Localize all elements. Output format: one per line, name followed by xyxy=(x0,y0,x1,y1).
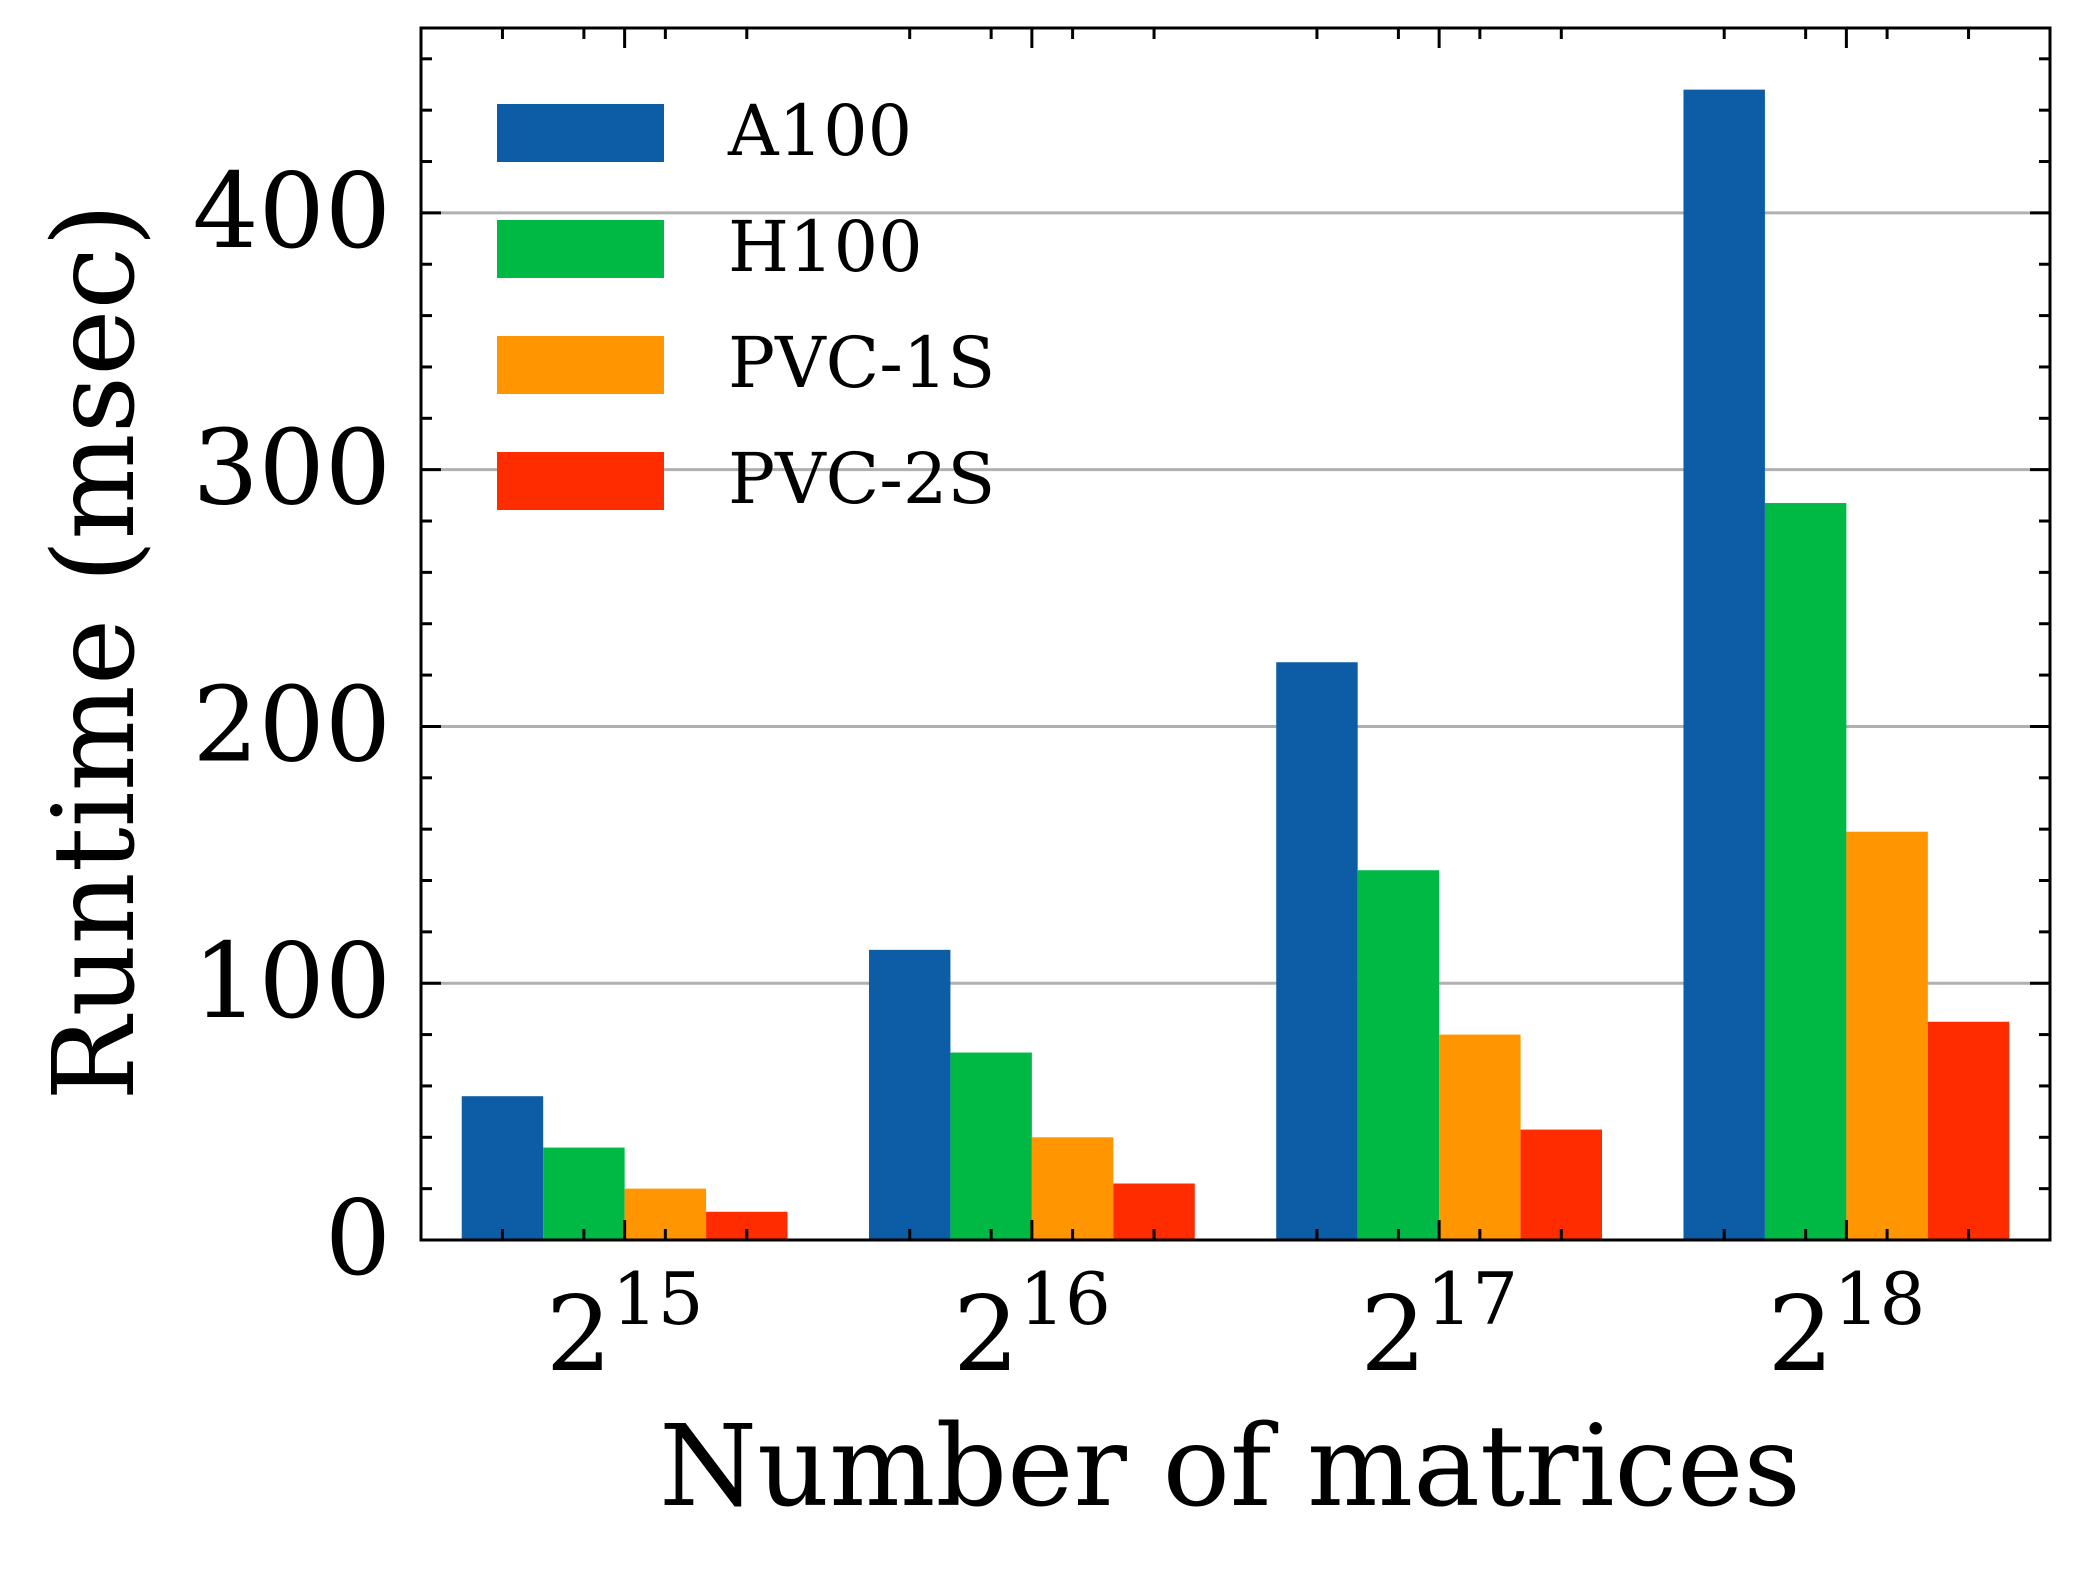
y-tick-label-0: 0 xyxy=(325,1177,391,1299)
legend-label-pvc-1s: PVC-1S xyxy=(728,322,995,404)
bar-pvc-2s-2 xyxy=(1520,1129,1603,1240)
x-tick-labels: 215 216 217 218 xyxy=(546,1257,1926,1395)
x-tick-label-1: 216 xyxy=(953,1257,1111,1395)
legend-swatch-a100 xyxy=(497,104,664,162)
bar-h100-0 xyxy=(543,1147,625,1240)
bar-h100-3 xyxy=(1764,503,1847,1240)
bars xyxy=(461,89,2010,1241)
bar-h100-1 xyxy=(950,1052,1032,1240)
legend-swatch-h100 xyxy=(497,220,664,278)
legend: A100 H100 PVC-1S PVC-2S xyxy=(497,90,995,520)
y-tick-label-100: 100 xyxy=(192,920,391,1042)
x-axis-label: Number of matrices xyxy=(659,1402,1801,1532)
bar-a100-2 xyxy=(1276,662,1358,1240)
bar-pvc-1s-1 xyxy=(1031,1137,1114,1240)
y-axis-label: Runtime (msec) xyxy=(30,203,160,1101)
axis-ticks xyxy=(421,28,2050,1242)
x-tick-label-2: 217 xyxy=(1360,1257,1518,1395)
y-tick-label-200: 200 xyxy=(192,663,391,785)
bar-pvc-2s-3 xyxy=(1927,1021,2010,1240)
x-tick-label-0: 215 xyxy=(546,1257,704,1395)
bar-h100-2 xyxy=(1357,870,1440,1240)
x-tick-label-3: 218 xyxy=(1767,1257,1925,1395)
bar-pvc-1s-3 xyxy=(1846,831,1928,1240)
legend-label-a100: A100 xyxy=(727,90,912,172)
y-tick-label-400: 400 xyxy=(192,150,391,272)
y-tick-labels: 0 100 200 300 400 xyxy=(192,150,391,1299)
legend-swatch-pvc-2s xyxy=(497,452,664,510)
legend-swatch-pvc-1s xyxy=(497,336,664,394)
legend-label-h100: H100 xyxy=(728,206,923,288)
plot-frame xyxy=(419,26,2052,1242)
bar-a100-1 xyxy=(868,949,951,1240)
bar-pvc-1s-2 xyxy=(1439,1034,1521,1240)
legend-label-pvc-2s: PVC-2S xyxy=(728,438,995,520)
bar-a100-3 xyxy=(1683,89,1765,1241)
y-tick-label-300: 300 xyxy=(192,407,391,529)
bar-a100-0 xyxy=(461,1096,544,1240)
